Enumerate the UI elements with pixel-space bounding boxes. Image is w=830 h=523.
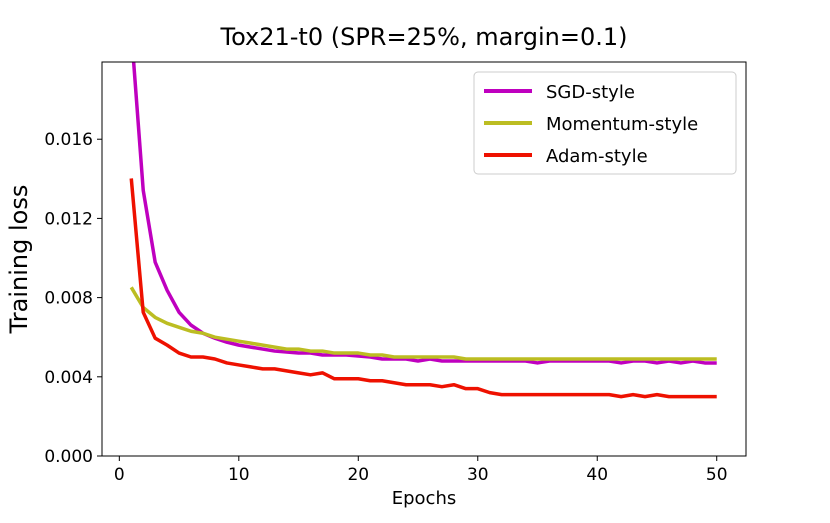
plot-lines — [129, 62, 717, 399]
x-tick-label: 30 — [467, 465, 489, 485]
y-tick-label: 0.012 — [44, 209, 93, 229]
data-line — [131, 62, 717, 365]
x-tick-label: 0 — [114, 465, 125, 485]
x-tick-label: 10 — [228, 465, 250, 485]
data-line — [129, 286, 717, 361]
x-axis-label: Epochs — [392, 488, 457, 509]
chart-title: Tox21-t0 (SPR=25%, margin=0.1) — [220, 23, 628, 51]
x-tick-label: 50 — [706, 465, 728, 485]
legend-label: Adam-style — [546, 146, 648, 167]
data-line — [129, 178, 717, 399]
x-tick-label: 40 — [586, 465, 608, 485]
y-tick-label: 0.008 — [44, 289, 93, 309]
legend-label: Momentum-style — [546, 114, 698, 135]
y-axis-label: Training loss — [5, 185, 33, 335]
y-tick-label: 0.016 — [44, 130, 93, 150]
legend-box — [473, 71, 737, 175]
y-tick-label: 0.004 — [44, 368, 93, 388]
legend-label: SGD-style — [546, 82, 635, 103]
x-tick-label: 20 — [347, 465, 369, 485]
plot-frame — [101, 61, 747, 457]
y-tick-label: 0.000 — [44, 447, 93, 467]
